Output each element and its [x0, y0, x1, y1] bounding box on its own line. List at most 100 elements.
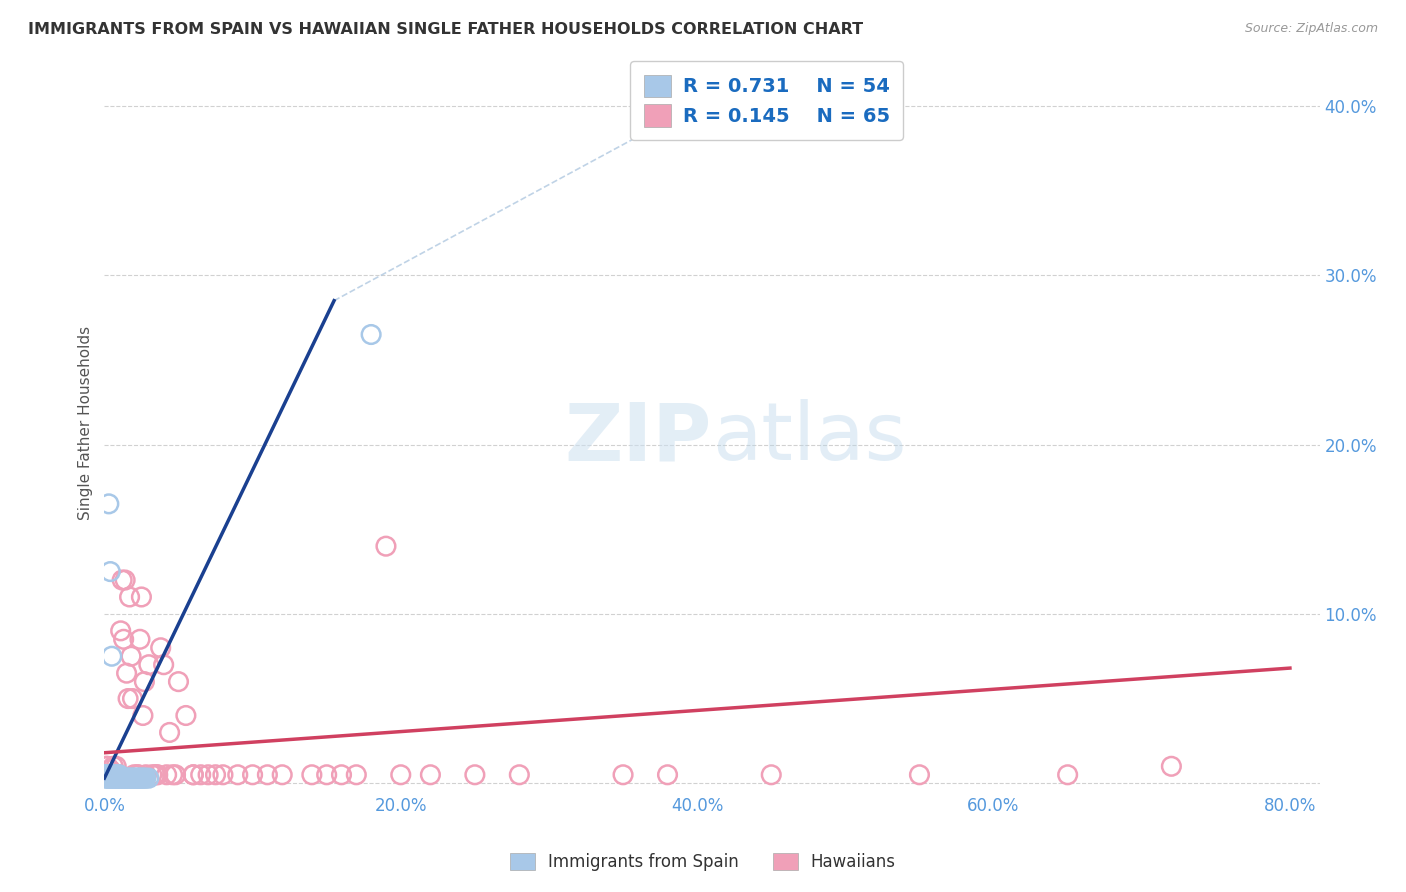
Point [159, 725, 181, 739]
Point [131, 590, 153, 604]
Point [107, 768, 129, 782]
Point [761, 768, 783, 782]
Point [134, 771, 156, 785]
Point [315, 768, 337, 782]
Point [112, 632, 135, 647]
Point [97, 771, 120, 785]
Point [94, 768, 117, 782]
Text: IMMIGRANTS FROM SPAIN VS HAWAIIAN SINGLE FATHER HOUSEHOLDS CORRELATION CHART: IMMIGRANTS FROM SPAIN VS HAWAIIAN SINGLE… [28, 22, 863, 37]
Point [110, 771, 132, 785]
Point [138, 771, 160, 785]
Y-axis label: Single Father Households: Single Father Households [79, 326, 93, 520]
Point [98, 763, 121, 777]
Point [181, 768, 204, 782]
Point [117, 771, 139, 785]
Point [98, 768, 121, 782]
Point [419, 768, 441, 782]
Point [301, 768, 323, 782]
Point [256, 768, 278, 782]
Point [242, 768, 264, 782]
Point [97, 497, 120, 511]
Point [141, 768, 163, 782]
Point [104, 768, 127, 782]
Point [107, 771, 129, 785]
Point [97, 768, 120, 782]
Point [908, 768, 931, 782]
Point [125, 771, 148, 785]
Point [108, 768, 131, 782]
Point [104, 768, 127, 782]
Point [97, 768, 120, 782]
Point [146, 768, 169, 782]
Point [98, 768, 121, 782]
Point [226, 768, 249, 782]
Point [122, 771, 145, 785]
Point [101, 771, 124, 785]
Point [101, 768, 124, 782]
Point [149, 640, 172, 655]
Point [135, 771, 157, 785]
Point [122, 768, 145, 782]
Point [96, 768, 118, 782]
Point [110, 624, 132, 638]
Point [108, 768, 131, 782]
Point [197, 768, 219, 782]
Point [120, 649, 142, 664]
Point [96, 768, 118, 782]
Point [271, 768, 294, 782]
Point [145, 768, 167, 782]
Point [1056, 768, 1078, 782]
Point [156, 768, 179, 782]
Point [98, 771, 121, 785]
Point [129, 632, 152, 647]
Point [135, 768, 157, 782]
Point [115, 666, 138, 681]
Point [360, 327, 382, 342]
Point [134, 674, 156, 689]
Point [105, 771, 128, 785]
Point [97, 768, 120, 782]
Point [162, 768, 184, 782]
Point [112, 771, 135, 785]
Point [143, 768, 166, 782]
Point [125, 768, 148, 782]
Point [124, 771, 146, 785]
Point [94, 771, 117, 785]
Point [330, 768, 353, 782]
Point [98, 565, 121, 579]
Point [103, 768, 125, 782]
Point [132, 771, 155, 785]
Point [111, 573, 134, 587]
Point [132, 708, 155, 723]
Point [103, 768, 125, 782]
Point [96, 771, 118, 785]
Point [115, 771, 138, 785]
Point [127, 768, 149, 782]
Point [344, 768, 367, 782]
Point [1160, 759, 1182, 773]
Point [114, 771, 136, 785]
Point [114, 573, 136, 587]
Point [129, 771, 152, 785]
Point [167, 674, 190, 689]
Point [389, 768, 412, 782]
Point [94, 759, 117, 773]
Legend: Immigrants from Spain, Hawaiians: Immigrants from Spain, Hawaiians [502, 845, 904, 880]
Point [212, 768, 235, 782]
Point [103, 771, 125, 785]
Point [118, 771, 141, 785]
Point [508, 768, 530, 782]
Point [174, 708, 197, 723]
Point [131, 771, 153, 785]
Point [94, 768, 117, 782]
Text: ZIP: ZIP [565, 399, 711, 477]
Point [111, 771, 134, 785]
Point [108, 771, 131, 785]
Point [138, 657, 160, 672]
Point [375, 539, 398, 553]
Point [96, 759, 118, 773]
Point [657, 768, 679, 782]
Legend: R = 0.731    N = 54, R = 0.145    N = 65: R = 0.731 N = 54, R = 0.145 N = 65 [630, 62, 903, 140]
Text: Source: ZipAtlas.com: Source: ZipAtlas.com [1244, 22, 1378, 36]
Text: atlas: atlas [711, 399, 907, 477]
